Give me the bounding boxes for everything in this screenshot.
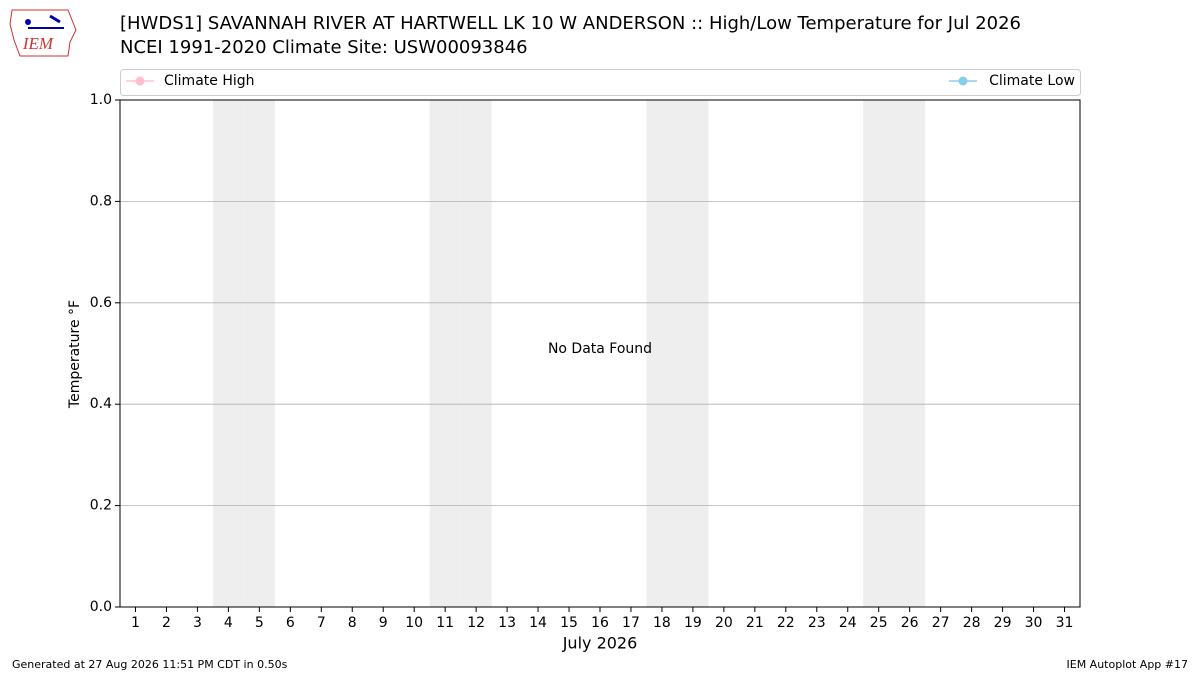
shaded-day (894, 100, 926, 607)
x-tick-label: 19 (684, 615, 702, 631)
y-tick-label: 0.0 (90, 599, 112, 615)
x-tick-label: 28 (963, 615, 981, 631)
logo: IEM (9, 9, 77, 57)
y-tick-label: 0.4 (90, 396, 112, 412)
x-tick-label: 23 (808, 615, 826, 631)
y-tick-label: 0.6 (90, 295, 112, 311)
x-tick-label: 3 (193, 615, 202, 631)
x-tick-label: 24 (839, 615, 857, 631)
chart-subtitle: NCEI 1991-2020 Climate Site: USW00093846 (120, 37, 528, 58)
x-tick-label: 13 (498, 615, 516, 631)
footer-right: IEM Autoplot App #17 (1067, 658, 1189, 671)
x-tick-label: 21 (746, 615, 764, 631)
x-tick-label: 30 (1025, 615, 1043, 631)
y-tick-label: 1.0 (90, 92, 112, 108)
annotation: No Data Found (548, 341, 652, 357)
x-tick-label: 17 (622, 615, 640, 631)
shaded-day (460, 100, 492, 607)
x-tick-label: 5 (255, 615, 264, 631)
x-tick-label: 27 (932, 615, 950, 631)
legend-label: Climate Low (989, 73, 1075, 89)
x-tick-label: 20 (715, 615, 733, 631)
x-tick-label: 4 (224, 615, 233, 631)
x-tick-label: 11 (436, 615, 454, 631)
chart-title: [HWDS1] SAVANNAH RIVER AT HARTWELL LK 10… (120, 13, 1021, 34)
legend-marker (135, 76, 145, 86)
y-tick-label: 0.2 (90, 498, 112, 514)
x-tick-label: 31 (1056, 615, 1074, 631)
legend (120, 69, 1081, 96)
x-tick-label: 18 (653, 615, 671, 631)
logo-text: IEM (22, 34, 54, 53)
x-tick-label: 8 (348, 615, 357, 631)
x-axis-label: July 2026 (562, 634, 638, 653)
x-tick-label: 10 (405, 615, 423, 631)
legend-marker (958, 76, 968, 86)
footer-left: Generated at 27 Aug 2026 11:51 PM CDT in… (12, 658, 288, 671)
shaded-day (646, 100, 678, 607)
plot-frame (119, 99, 1081, 608)
x-tick-label: 2 (162, 615, 171, 631)
shaded-day (677, 100, 709, 607)
shaded-day (243, 100, 275, 607)
shaded-day (863, 100, 895, 607)
x-tick-label: 12 (467, 615, 485, 631)
x-tick-label: 15 (560, 615, 578, 631)
x-tick-label: 14 (529, 615, 547, 631)
x-tick-label: 26 (901, 615, 919, 631)
y-tick-label: 0.8 (90, 193, 112, 209)
x-tick-label: 22 (777, 615, 795, 631)
shaded-day (429, 100, 461, 607)
y-axis-label: Temperature °F (67, 300, 83, 409)
logo-dot (25, 19, 31, 25)
logo-line (49, 14, 61, 24)
x-tick-label: 1 (131, 615, 140, 631)
x-tick-label: 7 (317, 615, 326, 631)
x-tick-label: 29 (994, 615, 1012, 631)
x-tick-label: 6 (286, 615, 295, 631)
x-tick-label: 25 (870, 615, 888, 631)
x-tick-label: 16 (591, 615, 609, 631)
shaded-day (212, 100, 244, 607)
legend-label: Climate High (164, 73, 255, 89)
x-tick-label: 9 (379, 615, 388, 631)
